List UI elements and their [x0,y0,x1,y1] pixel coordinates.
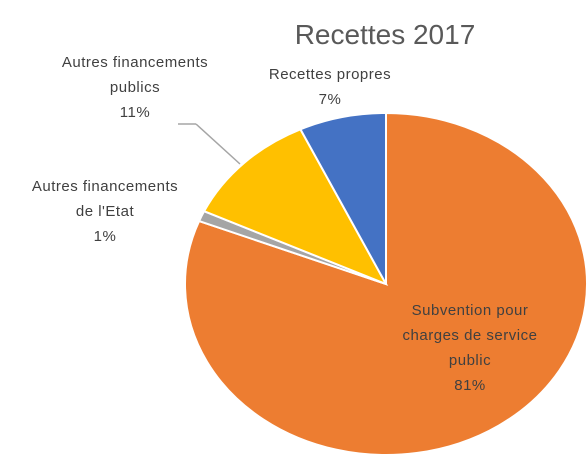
category-label: Subvention pour charges de service publi… [402,302,538,369]
value-label: 1% [93,228,117,245]
value-label: 7% [318,91,342,108]
data-label: Autres financements publics 11% [55,50,215,125]
value-label: 81% [454,377,486,394]
data-label-box: Autres financements publics 11% [55,50,215,125]
category-label: Autres financements de l'Etat [31,178,179,220]
pie-slice [298,111,387,285]
data-label-box: Autres financements de l'Etat 1% [30,174,180,249]
data-label: Subvention pour charges de service publi… [395,298,545,398]
pie-slice [202,128,389,286]
value-label: 11% [119,104,151,121]
category-label: Recettes propres [268,66,392,83]
data-label: Autres financements de l'Etat 1% [30,174,180,249]
chart-title: Recettes 2017 [295,19,476,50]
data-label-box: Recettes propres 7% [230,62,430,112]
data-label-box: Subvention pour charges de service publi… [395,298,545,398]
leader-line [195,123,241,165]
data-label: Recettes propres 7% [230,62,430,112]
category-label: Autres financements publics [61,54,209,96]
